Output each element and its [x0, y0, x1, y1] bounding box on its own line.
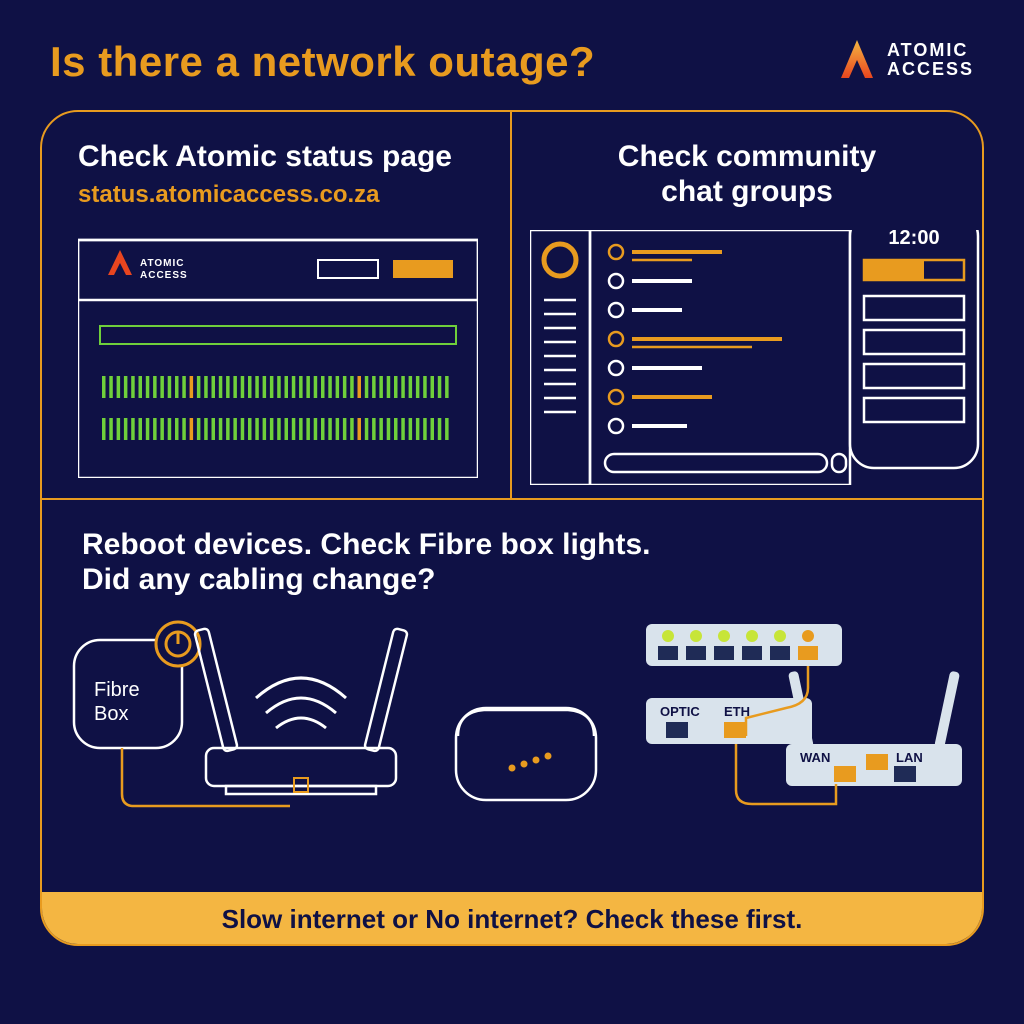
phone-time: 12:00: [888, 230, 939, 249]
flame-icon: [837, 38, 877, 82]
panel1-heading: Check Atomic status page: [78, 140, 474, 175]
status-page-illustration: ATOMIC ACCESS: [78, 230, 478, 478]
brand-line2: ACCESS: [887, 60, 974, 79]
panel3-line1: Reboot devices. Check Fibre box lights.: [82, 528, 942, 563]
panel3-line2: Did any cabling change?: [82, 563, 942, 598]
footer-banner: Slow internet or No internet? Check thes…: [40, 892, 984, 946]
panel-status-page: Check Atomic status page status.atomicac…: [42, 112, 512, 498]
brand-line1: ATOMIC: [887, 41, 974, 60]
panel-community-chat: Check community chat groups: [512, 112, 982, 498]
main-frame: Check Atomic status page status.atomicac…: [40, 110, 984, 946]
port-wan: WAN: [800, 750, 830, 765]
brand-logo: ATOMIC ACCESS: [837, 38, 974, 82]
mini-logo-l1: ATOMIC: [140, 258, 185, 269]
fibre-label-2: Box: [94, 703, 128, 725]
panel-reboot: Reboot devices. Check Fibre box lights. …: [42, 498, 982, 896]
port-lan: LAN: [896, 750, 923, 765]
devices-illustration: Fibre Box: [66, 618, 966, 848]
panel1-url: status.atomicaccess.co.za: [78, 181, 474, 209]
port-optic: OPTIC: [660, 704, 700, 719]
chat-illustration: 12:00: [530, 230, 980, 485]
mini-logo-l2: ACCESS: [140, 270, 188, 281]
panel2-heading-l1: Check community: [548, 140, 946, 175]
panel2-heading-l2: chat groups: [548, 175, 946, 210]
fibre-label-1: Fibre: [94, 679, 140, 701]
page-title: Is there a network outage?: [50, 38, 595, 86]
